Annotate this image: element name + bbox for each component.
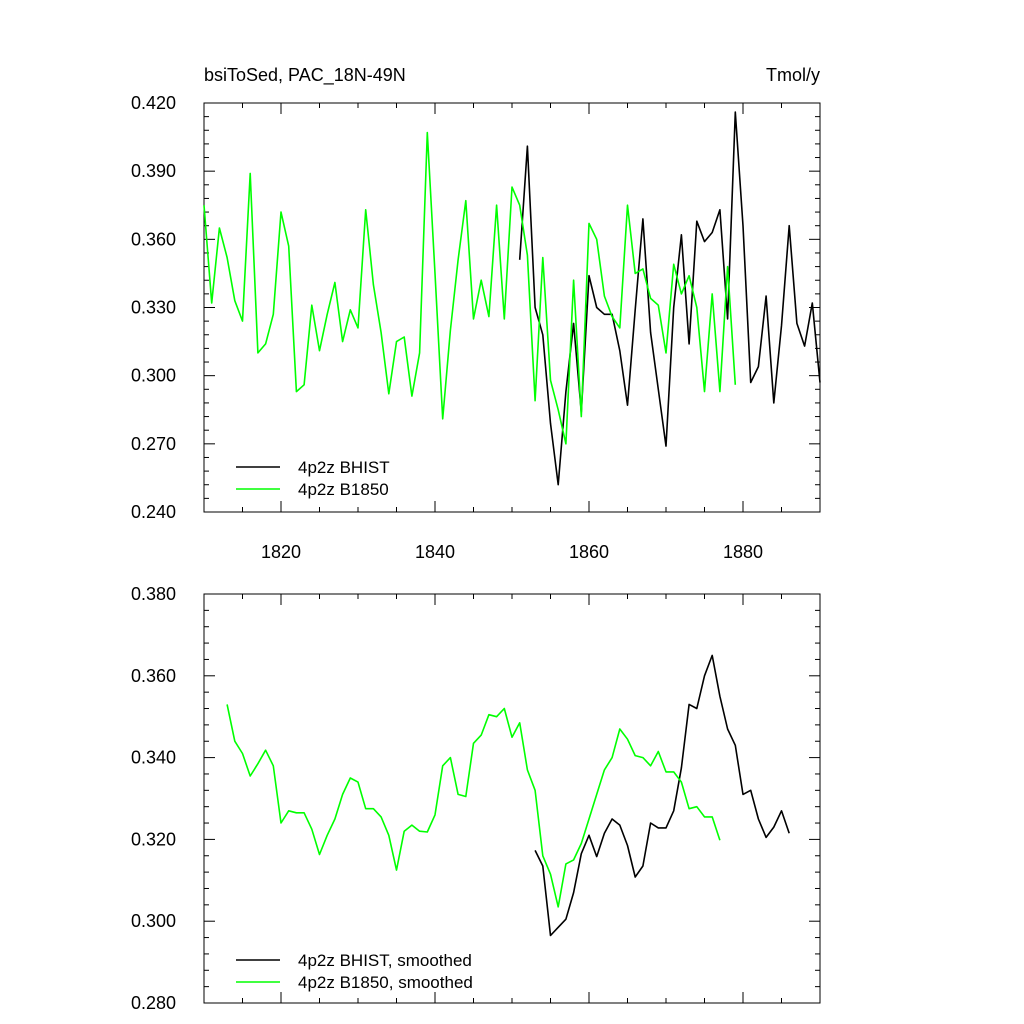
bottom-legend-label: 4p2z B1850, smoothed <box>298 973 473 992</box>
top-panel-series <box>203 111 821 486</box>
top-y-tick-label: 0.270 <box>131 434 176 454</box>
top-x-tick-label: 1880 <box>723 542 763 562</box>
top-panel: bsiToSed, PAC_18N-49N Tmol/y 0.2400.2700… <box>131 65 821 562</box>
bottom-series-4p2z-bhist-smoothed <box>534 654 790 937</box>
bottom-series-4p2z-b1850-smoothed <box>226 704 721 908</box>
top-x-tick-label: 1840 <box>415 542 455 562</box>
bottom-y-tick-label: 0.360 <box>131 666 176 686</box>
top-y-tick-label: 0.390 <box>131 161 176 181</box>
bottom-panel-axes: 0.280 0.300 0.320 0.340 0.360 0.380 <box>131 584 821 1013</box>
bottom-panel-series <box>226 654 790 937</box>
bottom-panel-frame <box>203 593 821 1004</box>
top-y-tick-label: 0.360 <box>131 229 176 249</box>
bottom-panel-legend: 4p2z BHIST, smoothed 4p2z B1850, smoothed <box>236 951 473 992</box>
top-y-tick-label: 0.300 <box>131 366 176 386</box>
top-series-4p2z-b1850 <box>203 131 737 445</box>
top-panel-units: Tmol/y <box>766 65 820 85</box>
bottom-y-tick-label: 0.380 <box>131 584 176 604</box>
bottom-legend-label: 4p2z BHIST, smoothed <box>298 951 472 970</box>
bottom-y-tick-label: 0.320 <box>131 829 176 849</box>
top-x-tick-label: 1820 <box>261 542 301 562</box>
top-legend-label: 4p2z B1850 <box>298 480 389 499</box>
top-y-tick-label: 0.330 <box>131 298 176 318</box>
top-series-4p2z-bhist <box>518 111 821 486</box>
top-y-tick-label: 0.420 <box>131 93 176 113</box>
top-panel-legend: 4p2z BHIST 4p2z B1850 <box>236 458 390 499</box>
bottom-y-tick-label: 0.280 <box>131 993 176 1013</box>
bottom-panel: 0.280 0.300 0.320 0.340 0.360 0.380 4p2z BHIS… <box>131 584 821 1013</box>
top-panel-axes: 0.240 0.270 0.300 0.330 0.360 0.390 0.420 1820 1… <box>131 93 821 562</box>
bottom-y-tick-label: 0.300 <box>131 911 176 931</box>
top-y-tick-label: 0.240 <box>131 502 176 522</box>
top-x-tick-label: 1860 <box>569 542 609 562</box>
bottom-y-tick-label: 0.340 <box>131 748 176 768</box>
top-panel-title: bsiToSed, PAC_18N-49N <box>204 65 406 86</box>
top-legend-label: 4p2z BHIST <box>298 458 390 477</box>
